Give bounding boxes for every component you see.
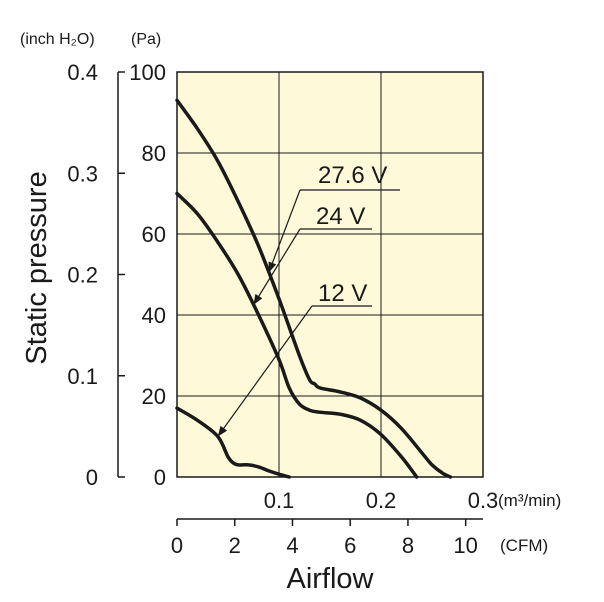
pa-axis-tick-label: 100 — [129, 60, 166, 85]
cfm-axis-tick-label: 6 — [344, 533, 356, 558]
pa-axis-tick-label: 0 — [154, 465, 166, 490]
series-leader-arrowhead — [217, 425, 228, 437]
pa-unit-label: (Pa) — [131, 31, 161, 48]
series-label: 27.6 V — [318, 162, 387, 189]
cfm-axis-tick-label: 8 — [402, 533, 414, 558]
inch-axis-tick-label: 0.3 — [67, 161, 98, 186]
pa-axis-tick-label: 80 — [142, 141, 166, 166]
cfm-axis-tick-label: 10 — [453, 533, 477, 558]
cfm-axis-tick-label: 0 — [171, 533, 183, 558]
series-line-12-vv — [175, 406, 291, 479]
cfm-unit-label: (CFM) — [500, 536, 548, 555]
series-leader-arrowhead — [253, 294, 263, 305]
pa-axis-tick-label: 40 — [142, 303, 166, 328]
inch-axis-tick-label: 0.1 — [67, 364, 98, 389]
series-line-27-6-vv — [175, 98, 453, 479]
inch-h2o-unit-label: (inch H₂O) — [20, 31, 95, 48]
series-label: 12 V — [318, 280, 367, 307]
series-leader-line — [268, 189, 301, 273]
cfm-axis-tick-label: 2 — [229, 533, 241, 558]
inch-axis-tick-label: 0.4 — [67, 60, 98, 85]
series-leader-arrowhead — [268, 261, 277, 273]
series-label: 24 V — [316, 203, 365, 230]
pa-axis-tick-label: 60 — [142, 222, 166, 247]
inch-axis-tick-label: 0 — [86, 465, 98, 490]
inch-axis-tick-label: 0.2 — [67, 263, 98, 288]
m3min-unit-label: (m³/min) — [498, 491, 561, 510]
x-axis-title: Airflow — [286, 563, 374, 595]
pa-axis-tick-label: 20 — [142, 384, 166, 409]
plot-frame — [176, 71, 484, 478]
plot-area — [177, 72, 483, 477]
cfm-axis-tick-label: 4 — [286, 533, 298, 558]
m3min-axis-tick-label: 0.3 — [468, 488, 499, 513]
series-line-24-vv — [175, 191, 419, 479]
m3min-axis-tick-label: 0.1 — [264, 488, 295, 513]
m3min-axis-tick-label: 0.2 — [366, 488, 397, 513]
series-leader-line — [252, 228, 301, 306]
series-leader-line — [217, 305, 313, 437]
y-axis-title: Static pressure — [21, 171, 53, 364]
